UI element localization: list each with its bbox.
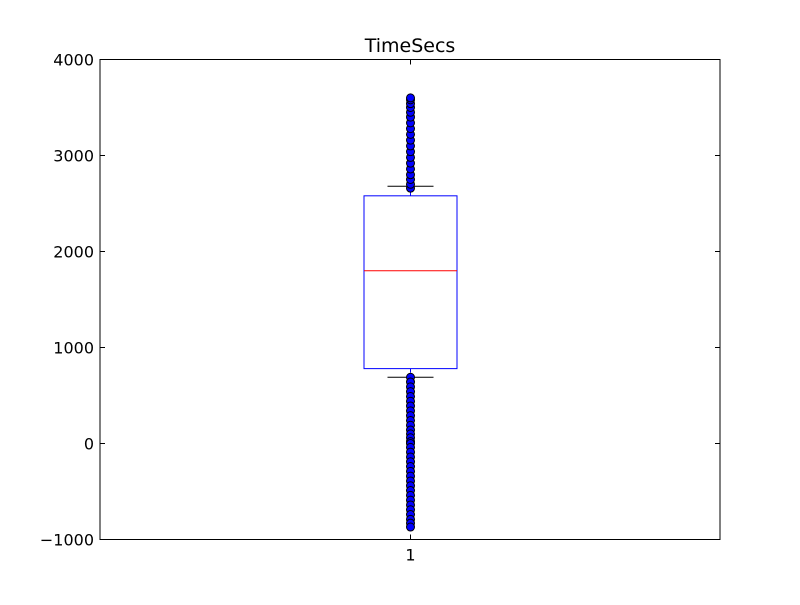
x-tick-label: 1 [405,546,415,565]
y-tick-label: 0 [84,435,94,454]
y-axis-ticks: −1000 0 1000 2000 3000 4000 [40,51,720,550]
chart-title: TimeSecs [364,35,456,57]
y-tick-label: 2000 [53,243,94,262]
x-axis-ticks: 1 [405,59,416,565]
y-tick-label: 3000 [53,147,94,166]
y-tick-label: 4000 [53,51,94,70]
outlier-point [406,522,415,532]
outlier-point [406,93,415,103]
y-tick-label: −1000 [40,531,94,550]
y-tick-label: 1000 [53,339,94,358]
box-plot-marks [363,93,458,532]
iqr-box [363,195,458,370]
